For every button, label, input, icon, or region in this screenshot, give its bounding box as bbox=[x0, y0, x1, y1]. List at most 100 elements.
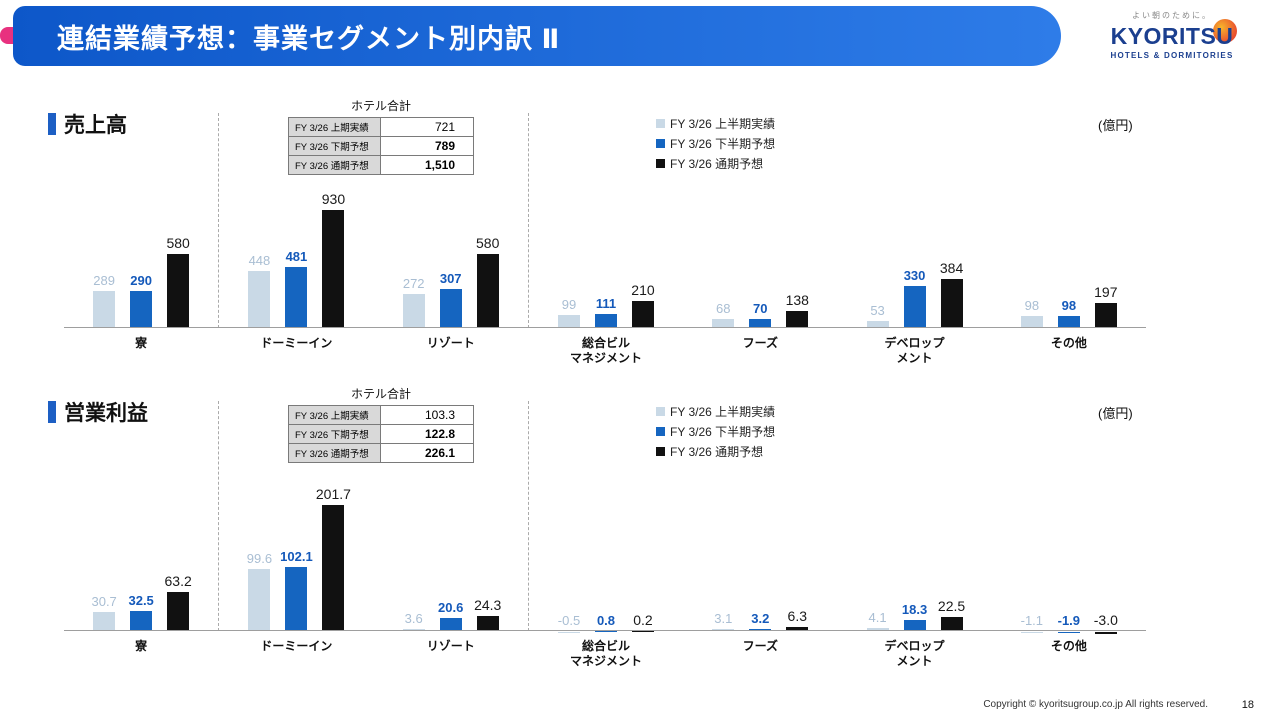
legend-label: FY 3/26 通期予想 bbox=[670, 445, 764, 459]
bar bbox=[866, 628, 889, 631]
section-title-row: 営業利益 bbox=[48, 397, 148, 427]
bar bbox=[439, 618, 462, 631]
legend-swatch-icon bbox=[656, 139, 665, 148]
bar-value-label: 99.6 bbox=[246, 550, 273, 566]
x-axis-line bbox=[64, 327, 1146, 328]
summary-row-label: FY 3/26 上期実績 bbox=[288, 117, 381, 137]
bar-value-label: -3.0 bbox=[1093, 612, 1118, 628]
legend-swatch-icon bbox=[656, 159, 665, 168]
page-number: 18 bbox=[1241, 699, 1254, 711]
summary-row-value: 103.3 bbox=[380, 405, 474, 425]
bar bbox=[866, 321, 889, 328]
bar bbox=[712, 319, 735, 328]
bar bbox=[167, 591, 190, 631]
bar-group: 289 290 580 寮 bbox=[64, 113, 218, 350]
category-label: デベロップ メント bbox=[884, 639, 945, 668]
category-label: 寮 bbox=[135, 639, 148, 653]
summary-row-label: FY 3/26 下期予想 bbox=[288, 424, 381, 444]
hotel-total-table-title: ホテル合計 bbox=[350, 387, 411, 401]
bar-value-label: 18.3 bbox=[901, 601, 928, 617]
bar-value-label: -1.1 bbox=[1020, 613, 1044, 628]
bar-value-label: 30.7 bbox=[91, 593, 117, 609]
category-label: デベロップ メント bbox=[884, 336, 945, 365]
bar bbox=[1094, 303, 1117, 328]
legend-label: FY 3/26 下半期予想 bbox=[670, 425, 776, 439]
summary-table-row: FY 3/26 通期予想 226.1 bbox=[288, 443, 474, 463]
summary-table-row: FY 3/26 下期予想 122.8 bbox=[288, 424, 474, 444]
legend-label: FY 3/26 下半期予想 bbox=[670, 137, 776, 151]
bar-value-label: 111 bbox=[595, 295, 617, 311]
unit-label: (億円) bbox=[1098, 406, 1133, 421]
sales-chart-section: 売上高 ホテル合計 FY 3/26 上期実績 721 FY 3/26 下期予想 789… bbox=[0, 95, 1280, 380]
bar bbox=[402, 628, 425, 631]
legend-item: FY 3/26 下半期予想 bbox=[656, 423, 775, 440]
hotel-total-table-body: FY 3/26 上期実績 721 FY 3/26 下期予想 789 FY 3/26 通期… bbox=[288, 117, 474, 175]
summary-row-label: FY 3/26 上期実績 bbox=[288, 405, 381, 425]
legend: FY 3/26 上半期実績 FY 3/26 下半期予想 FY 3/26 通期予想 bbox=[656, 403, 775, 460]
bar-value-label: 22.5 bbox=[937, 597, 966, 614]
bar-value-label: 197 bbox=[1094, 284, 1118, 301]
bar-value-label: 3.1 bbox=[714, 611, 733, 627]
bar-group: 99.6 102.1 201.7 ドーミーイン bbox=[218, 401, 373, 653]
bar bbox=[940, 279, 963, 328]
bar-value-label: 307 bbox=[439, 271, 462, 287]
category-label: その他 bbox=[1050, 639, 1087, 653]
operating-profit-bar-chart: 30.7 32.5 63.2 寮 99.6 102.1 201.7 ドーミーイン 3.6 20.6… bbox=[64, 401, 1146, 668]
bar-value-label: 930 bbox=[321, 191, 346, 207]
legend-item: FY 3/26 通期予想 bbox=[656, 443, 775, 460]
bar-value-label: 24.3 bbox=[474, 596, 502, 613]
bar-group: -0.5 0.8 0.2 総合ビル マネジメント bbox=[527, 401, 683, 668]
bar bbox=[93, 291, 116, 328]
bar-value-label: 330 bbox=[903, 268, 926, 284]
bar bbox=[322, 210, 345, 328]
bar-value-label: 290 bbox=[130, 273, 152, 289]
bar-value-label: 4.1 bbox=[868, 610, 887, 626]
bar bbox=[631, 301, 654, 328]
bar bbox=[557, 632, 580, 633]
bar-group: -1.1 -1.9 -3.0 その他 bbox=[992, 401, 1146, 653]
bar bbox=[594, 313, 617, 328]
bar-group: 53 330 384 デベロップ メント bbox=[837, 113, 991, 365]
logo-name-wrap: KYORITSU bbox=[1110, 19, 1238, 50]
legend-swatch-icon bbox=[656, 447, 665, 456]
summary-row-label: FY 3/26 下期予想 bbox=[288, 136, 381, 156]
category-label: リゾート bbox=[426, 336, 475, 350]
bar-value-label: 70 bbox=[753, 301, 768, 317]
bar-group: 272 307 580 リゾート bbox=[374, 113, 528, 350]
bar-group: 98 98 197 その他 bbox=[992, 113, 1146, 350]
summary-table-row: FY 3/26 上期実績 721 bbox=[288, 117, 474, 137]
section-title-sales: 売上高 bbox=[64, 114, 127, 137]
bar-value-label: 98 bbox=[1061, 297, 1077, 313]
bar bbox=[285, 266, 308, 328]
bar-value-label: 580 bbox=[476, 235, 500, 252]
logo-subtitle: HOTELS & DORMITORIES bbox=[1110, 51, 1234, 60]
category-label: フーズ bbox=[742, 336, 778, 350]
bar bbox=[1020, 315, 1043, 328]
bar-value-label: -1.9 bbox=[1057, 613, 1081, 628]
bar-value-label: 138 bbox=[785, 291, 809, 308]
bar-value-label: 580 bbox=[166, 235, 190, 252]
bar bbox=[940, 616, 963, 631]
bar-value-label: 201.7 bbox=[315, 486, 351, 502]
summary-table-row: FY 3/26 下期予想 789 bbox=[288, 136, 474, 156]
legend-item: FY 3/26 下半期予想 bbox=[656, 135, 775, 152]
hotel-total-table-title: ホテル合計 bbox=[350, 99, 411, 113]
bar-value-label: 384 bbox=[939, 260, 964, 277]
section-title-marker bbox=[48, 113, 56, 135]
section-title-row: 売上高 bbox=[48, 109, 127, 139]
legend-item: FY 3/26 上半期実績 bbox=[656, 403, 775, 420]
summary-table-row: FY 3/26 上期実績 103.3 bbox=[288, 405, 474, 425]
title-banner: 連結業績予想：事業セグメント別内訳 Ⅱ bbox=[13, 6, 1061, 66]
bar-value-label: 289 bbox=[93, 273, 115, 289]
bar-value-label: 210 bbox=[631, 282, 655, 299]
bar bbox=[402, 293, 425, 328]
summary-row-label: FY 3/26 通期予想 bbox=[288, 443, 381, 463]
summary-row-value: 1,510 bbox=[380, 155, 474, 175]
legend-label: FY 3/26 通期予想 bbox=[670, 157, 764, 171]
legend-swatch-icon bbox=[656, 407, 665, 416]
logo-name: KYORITSU bbox=[1110, 23, 1234, 49]
bar-value-label: 0.8 bbox=[596, 612, 616, 628]
bar-value-label: 102.1 bbox=[280, 549, 313, 565]
sales-bar-chart: 289 290 580 寮 448 481 930 ドーミーイン 272 307 580 リゾート 99… bbox=[64, 113, 1146, 365]
